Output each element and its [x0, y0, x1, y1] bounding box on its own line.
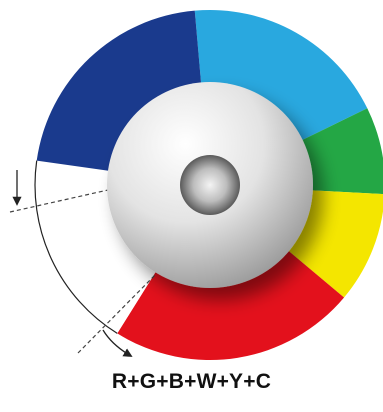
caption-label: R+G+B+W+Y+C: [111, 370, 272, 393]
white-segment-outline: [34, 160, 118, 334]
boundary-dashed-line-top: [9, 189, 109, 213]
curved-arrow-icon: [102, 329, 133, 357]
hub-hole: [180, 155, 240, 215]
boundary-dashed-line-bottom: [77, 269, 161, 354]
